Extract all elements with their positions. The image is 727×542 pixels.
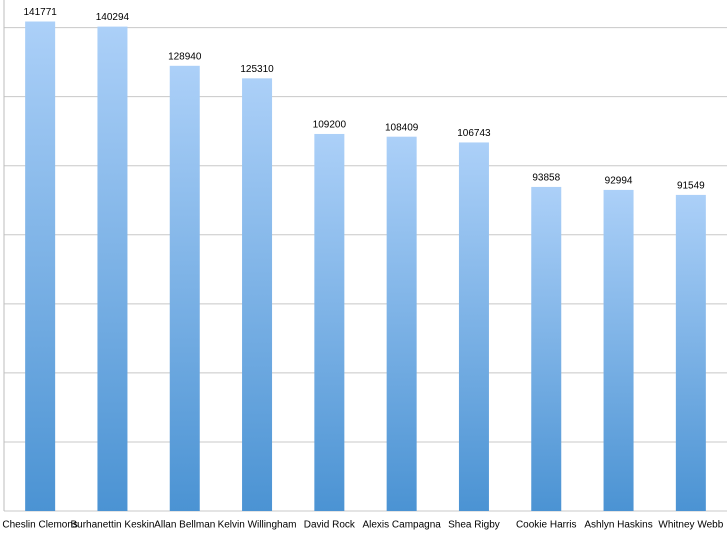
value-label: 128940 — [168, 51, 202, 62]
bar — [169, 65, 200, 512]
bar — [97, 26, 128, 511]
x-tick-label: David Rock — [304, 520, 356, 531]
x-tick-label: Alexis Campagna — [362, 520, 441, 531]
value-label: 109200 — [313, 120, 347, 131]
value-label: 106743 — [457, 128, 491, 139]
x-tick-label: Whitney Webb — [658, 520, 723, 531]
bar — [458, 142, 489, 511]
bar — [386, 136, 417, 511]
x-tick-label: Cookie Harris — [516, 520, 577, 531]
value-label: 141771 — [23, 7, 57, 18]
x-tick-label: Burhanettin Keskin — [70, 520, 154, 531]
value-label: 91549 — [677, 181, 705, 192]
value-label: 92994 — [605, 176, 633, 187]
x-tick-label: Kelvin Willingham — [218, 520, 297, 531]
bar — [25, 21, 56, 511]
x-tick-label: Cheslin Clemons — [2, 520, 78, 531]
bar — [603, 189, 634, 511]
bar — [314, 133, 345, 512]
value-label: 125310 — [240, 64, 274, 75]
x-tick-label: Allan Bellman — [154, 520, 215, 531]
value-label: 108409 — [385, 122, 419, 133]
value-label: 93858 — [532, 173, 560, 184]
bar — [242, 78, 273, 511]
bar — [675, 194, 706, 512]
x-tick-label: Shea Rigby — [448, 520, 500, 531]
x-tick-label: Ashlyn Haskins — [584, 520, 652, 531]
bar — [531, 186, 562, 512]
value-label: 140294 — [96, 12, 130, 23]
